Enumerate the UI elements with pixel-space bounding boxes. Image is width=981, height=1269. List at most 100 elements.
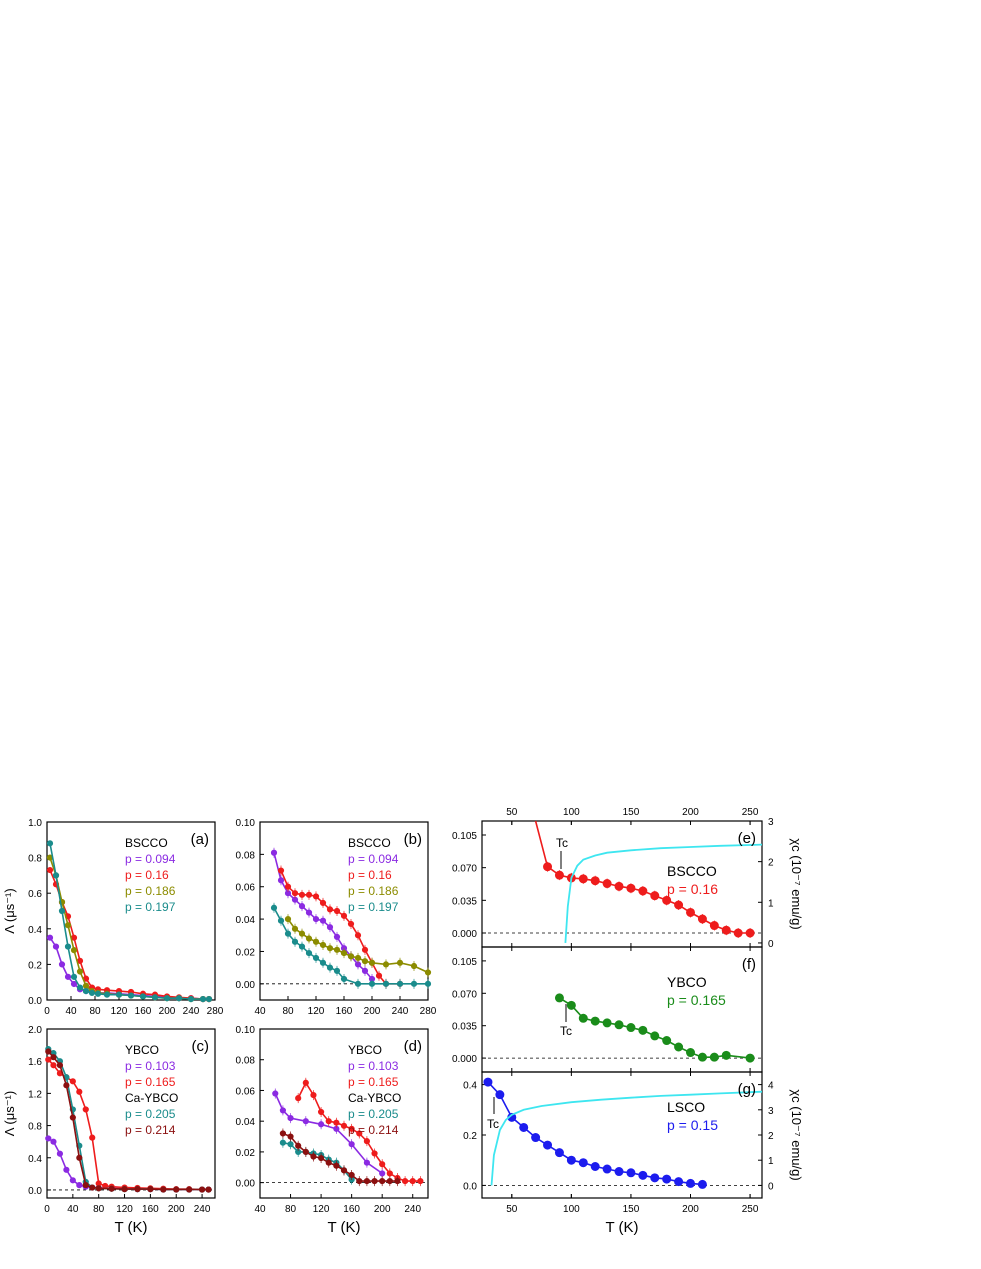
data-point	[121, 1186, 128, 1193]
data-point	[590, 1162, 600, 1171]
x-tick-label: 0	[44, 1006, 50, 1017]
data-point	[82, 1106, 89, 1113]
x-tick-label: 200	[168, 1204, 185, 1215]
data-point	[58, 907, 66, 915]
y-tick-label: 1.2	[28, 1089, 42, 1100]
y-tick-label: 0.10	[236, 1025, 256, 1036]
y-tick-label: 0.0	[28, 996, 42, 1007]
x-tick-label: 80	[89, 1006, 101, 1017]
x-tick-label: 250	[742, 1204, 759, 1215]
data-point	[56, 1150, 64, 1157]
legend-subtitle: Ca-YBCO	[125, 1091, 178, 1105]
data-point	[69, 1078, 76, 1085]
data-point	[674, 1042, 684, 1052]
legend-entry: p = 0.214	[125, 1123, 176, 1137]
x-tick-label: 40	[65, 1006, 77, 1017]
plot-frame	[46, 1028, 216, 1199]
x-tick-label: 150	[623, 807, 640, 818]
data-point	[602, 1018, 612, 1028]
doping-label: p = 0.16	[667, 881, 718, 897]
y-tick-label: 0.8	[28, 1122, 42, 1133]
x-tick-label: 240	[194, 1204, 211, 1215]
x-tick-label: 50	[506, 1204, 518, 1215]
data-point	[554, 993, 564, 1003]
x-tick-label: 200	[682, 807, 699, 818]
y-tick-label: 0.035	[452, 896, 477, 907]
data-point	[76, 1182, 83, 1189]
panel-a: 0.0 0.2 0.4 0.6 0.8 1.0 0 40 80 120 160 200 240 280 (a…	[2, 818, 224, 1017]
data-point	[602, 1164, 612, 1174]
y-tick-label: 0.10	[236, 818, 256, 829]
tc-label: Tc	[560, 1024, 572, 1038]
series-line	[282, 1132, 398, 1182]
data-point	[151, 994, 159, 1001]
x-tick-label: 150	[623, 1204, 640, 1215]
tc-label: Tc	[487, 1117, 499, 1131]
sample-label: BSCCO	[667, 863, 717, 879]
data-point	[56, 1062, 64, 1069]
panel-c: 0.0 0.4 0.8 1.2 1.6 2.0 0 40 80 120 160 200 240 (c) YB…	[2, 1025, 216, 1236]
x-tick-label: 120	[111, 1006, 128, 1017]
data-point	[147, 1186, 154, 1193]
data-point	[46, 866, 54, 874]
legend-entry: p = 0.186	[348, 884, 399, 898]
data-point	[199, 996, 207, 1003]
x-tick-label: 80	[285, 1204, 297, 1215]
data-point	[650, 1031, 660, 1041]
plot-frame	[481, 1071, 763, 1199]
right-axis-title: χc (10⁻⁷ emu/g)	[789, 838, 804, 929]
y-tick-label: 0.00	[236, 1179, 256, 1190]
x-tick-label: 80	[282, 1006, 294, 1017]
series-line	[564, 843, 763, 943]
legend-entry: p = 0.165	[125, 1075, 176, 1089]
legend-entry: p = 0.197	[348, 900, 399, 914]
right-y-tick-label: 3	[768, 1106, 774, 1117]
panel-d: 0.00 0.02 0.04 0.06 0.08 0.10 40 80 120 160 200 240…	[236, 1025, 429, 1236]
right-y-tick-label: 4	[768, 1081, 774, 1092]
data-point	[554, 1148, 564, 1158]
y-tick-label: 0.4	[28, 1154, 42, 1165]
right-y-tick-label: 0	[768, 939, 774, 950]
x-tick-label: 240	[404, 1204, 421, 1215]
data-point	[578, 1013, 588, 1023]
panel-label: (c)	[192, 1038, 210, 1055]
data-point	[82, 982, 90, 989]
data-point	[58, 961, 66, 968]
data-point	[45, 1135, 52, 1142]
data-point	[566, 1155, 576, 1165]
data-point	[686, 1178, 696, 1188]
data-point	[69, 1114, 76, 1121]
data-point	[76, 1088, 83, 1095]
x-tick-label: 50	[506, 807, 518, 818]
data-point	[70, 980, 78, 988]
data-point	[127, 992, 135, 999]
data-point	[686, 1048, 696, 1058]
legend-entry: p = 0.205	[125, 1107, 176, 1121]
data-point	[64, 943, 72, 950]
y-tick-label: 1.0	[28, 818, 42, 829]
data-point	[614, 1020, 624, 1030]
data-point	[69, 1177, 76, 1184]
y-tick-label: 0.8	[28, 854, 42, 865]
y-tick-label: 0.08	[236, 850, 256, 861]
data-point	[745, 1053, 755, 1063]
y-tick-label: 2.0	[28, 1025, 42, 1036]
series-line	[490, 1090, 763, 1186]
panel-label: (a)	[191, 831, 209, 848]
data-point	[134, 1186, 141, 1193]
data-point	[45, 1048, 52, 1055]
data-point	[626, 1168, 636, 1178]
data-point	[46, 934, 54, 941]
data-point	[519, 1122, 529, 1132]
x-tick-label: 250	[742, 807, 759, 818]
y-tick-label: 0.000	[452, 1054, 477, 1065]
data-point	[205, 996, 213, 1003]
data-point	[115, 991, 123, 998]
panel-label: (f)	[742, 956, 756, 973]
data-point	[590, 1016, 600, 1026]
legend-entry: p = 0.165	[348, 1075, 399, 1089]
legend-subtitle: Ca-YBCO	[348, 1091, 401, 1105]
x-tick-label: 120	[308, 1006, 325, 1017]
data-point	[674, 1177, 684, 1187]
